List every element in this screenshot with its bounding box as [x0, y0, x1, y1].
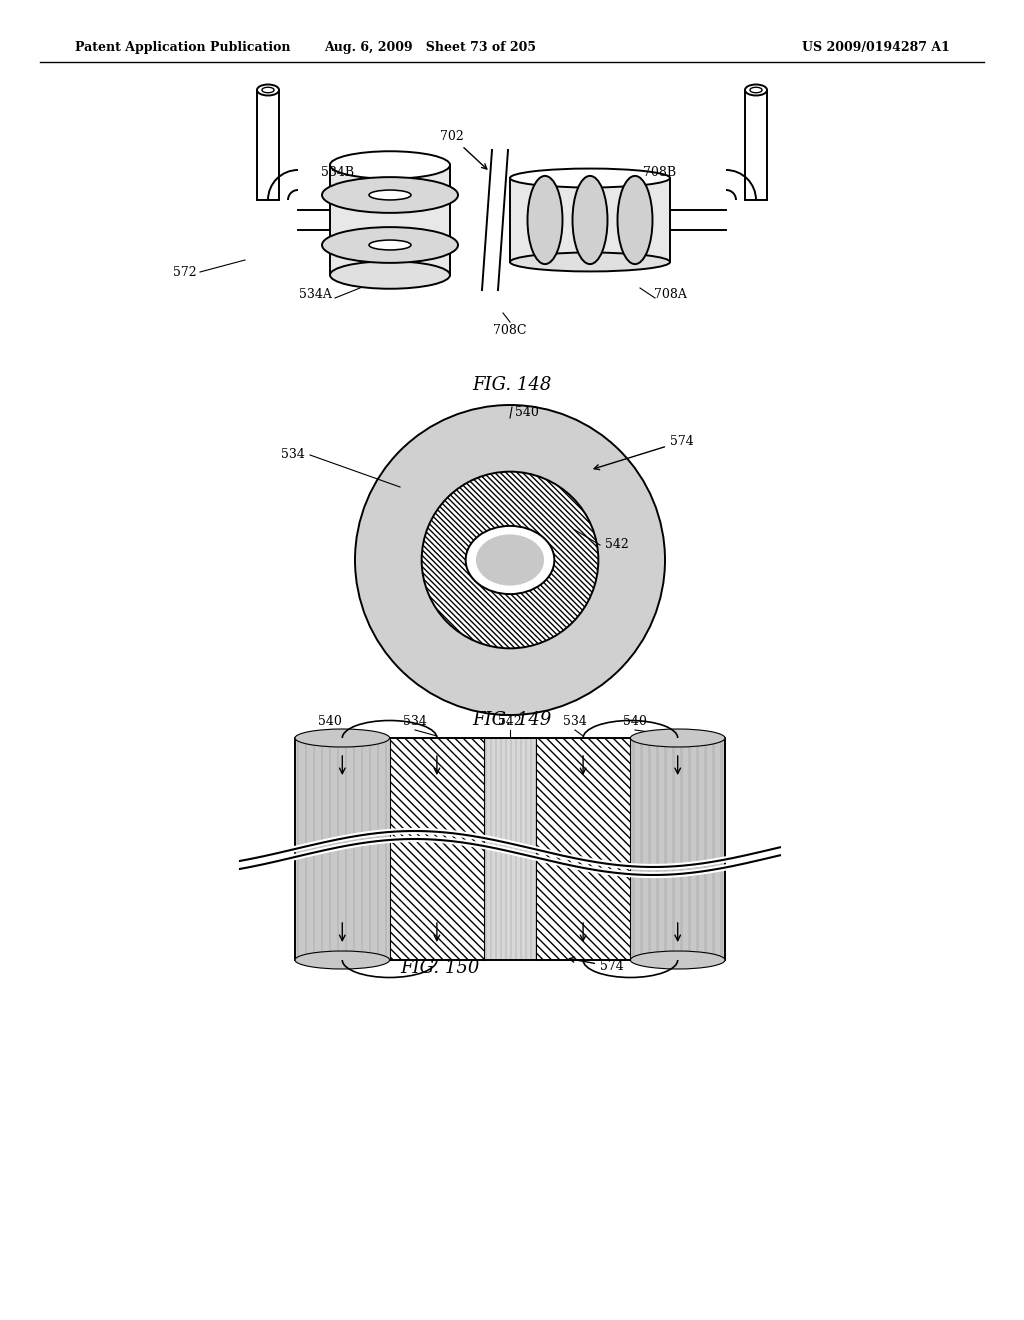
Bar — [257, 90, 279, 201]
Text: US 2009/0194287 A1: US 2009/0194287 A1 — [802, 41, 950, 54]
Text: Aug. 6, 2009   Sheet 73 of 205: Aug. 6, 2009 Sheet 73 of 205 — [324, 41, 536, 54]
Bar — [353, 738, 355, 960]
Bar — [640, 738, 643, 960]
Text: 534: 534 — [403, 715, 427, 729]
Bar — [633, 738, 635, 960]
Bar — [295, 738, 389, 960]
Circle shape — [422, 471, 598, 648]
Bar — [656, 738, 658, 960]
Ellipse shape — [631, 950, 725, 969]
Ellipse shape — [295, 729, 389, 747]
Bar — [705, 738, 707, 960]
Bar — [696, 738, 698, 960]
Text: 708C: 708C — [494, 323, 526, 337]
Ellipse shape — [369, 240, 411, 249]
Ellipse shape — [369, 190, 411, 199]
Bar — [385, 738, 387, 960]
Bar — [745, 90, 767, 201]
Text: 572: 572 — [173, 265, 197, 279]
Ellipse shape — [745, 84, 767, 95]
Bar — [510, 738, 512, 960]
Bar — [536, 738, 631, 960]
Bar — [330, 165, 450, 275]
Bar — [485, 738, 486, 960]
Bar — [295, 738, 725, 960]
Bar — [510, 178, 670, 261]
Bar — [648, 738, 651, 960]
Bar — [345, 738, 347, 960]
Bar — [673, 738, 675, 960]
Ellipse shape — [322, 177, 458, 213]
Bar — [665, 738, 667, 960]
Bar — [688, 738, 691, 960]
Bar — [313, 738, 315, 960]
Text: 540: 540 — [515, 405, 539, 418]
Bar — [305, 738, 307, 960]
Ellipse shape — [750, 87, 762, 92]
Bar — [680, 738, 683, 960]
Text: 534A: 534A — [299, 289, 332, 301]
Ellipse shape — [257, 84, 279, 95]
Text: 574: 574 — [569, 957, 624, 973]
Text: 708A: 708A — [653, 289, 686, 301]
Bar — [389, 738, 484, 960]
Text: FIG. 148: FIG. 148 — [472, 376, 552, 393]
Bar — [361, 738, 364, 960]
Bar — [721, 738, 723, 960]
Bar — [490, 738, 492, 960]
Ellipse shape — [527, 176, 562, 264]
Text: Patent Application Publication: Patent Application Publication — [75, 41, 291, 54]
Ellipse shape — [617, 176, 652, 264]
Ellipse shape — [330, 261, 450, 289]
Bar — [377, 738, 380, 960]
Bar — [525, 738, 526, 960]
Bar — [297, 738, 299, 960]
Text: FIG. 150: FIG. 150 — [400, 960, 479, 977]
Ellipse shape — [295, 950, 389, 969]
Bar — [530, 738, 531, 960]
Text: 542: 542 — [498, 715, 522, 729]
Ellipse shape — [572, 176, 607, 264]
Ellipse shape — [631, 729, 725, 747]
Text: FIG. 149: FIG. 149 — [472, 711, 552, 729]
Bar — [631, 738, 725, 960]
Bar — [484, 738, 536, 960]
Ellipse shape — [466, 525, 554, 594]
Bar — [500, 738, 502, 960]
Ellipse shape — [262, 87, 274, 92]
Ellipse shape — [510, 252, 670, 272]
Text: 534B: 534B — [322, 165, 354, 178]
Bar — [505, 738, 507, 960]
Bar — [496, 738, 497, 960]
Text: 540: 540 — [318, 715, 342, 729]
Circle shape — [355, 405, 665, 715]
Ellipse shape — [510, 169, 670, 187]
Bar — [369, 738, 372, 960]
Text: 534: 534 — [563, 715, 587, 729]
Text: 534: 534 — [282, 449, 305, 462]
Text: 708B: 708B — [643, 165, 677, 178]
Bar — [536, 738, 537, 960]
Text: 702: 702 — [440, 129, 486, 169]
Ellipse shape — [330, 152, 450, 178]
Bar — [337, 738, 339, 960]
Ellipse shape — [476, 535, 544, 586]
Text: 574: 574 — [594, 436, 693, 470]
Bar — [713, 738, 715, 960]
Bar — [321, 738, 324, 960]
Text: 542: 542 — [605, 539, 629, 552]
Bar — [515, 738, 517, 960]
Bar — [329, 738, 332, 960]
Bar — [520, 738, 521, 960]
Text: 540: 540 — [623, 715, 647, 729]
Ellipse shape — [322, 227, 458, 263]
